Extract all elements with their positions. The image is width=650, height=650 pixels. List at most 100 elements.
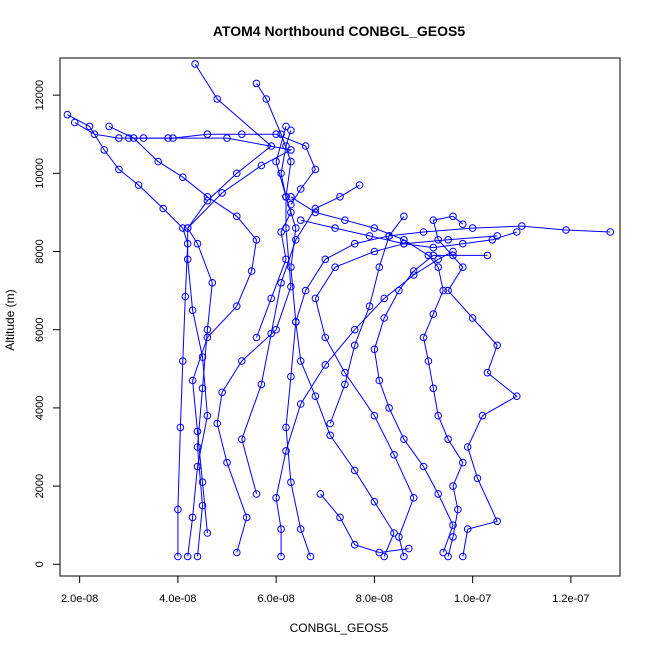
- data-point: [296, 216, 305, 224]
- data-point: [409, 271, 418, 279]
- data-point: [375, 376, 384, 385]
- data-point: [296, 185, 305, 193]
- data-point: [188, 376, 197, 385]
- data-point: [213, 95, 221, 103]
- data-point: [191, 60, 199, 68]
- data-point: [296, 400, 305, 408]
- data-point: [350, 466, 359, 475]
- data-point: [287, 146, 295, 154]
- y-tick-label: 12000: [34, 80, 46, 111]
- data-point: [336, 513, 344, 522]
- data-point: [331, 263, 339, 272]
- data-point: [341, 380, 349, 389]
- chart-title: ATOM4 Northbound CONBGL_GEOS5: [213, 23, 465, 39]
- x-tick-label: 6.0e-08: [257, 593, 294, 605]
- data-point: [513, 228, 521, 236]
- data-point: [419, 228, 428, 236]
- data-point: [252, 79, 261, 88]
- series-5: [292, 222, 615, 561]
- data-point: [306, 552, 315, 561]
- data-point: [449, 521, 457, 530]
- data-point: [370, 411, 379, 420]
- y-axis: 0 2000 4000 6000 8000 10000 12000: [34, 80, 61, 567]
- data-point: [336, 193, 344, 201]
- data-point: [321, 361, 330, 369]
- data-point: [370, 224, 379, 232]
- series-line: [329, 215, 405, 424]
- data-point: [483, 368, 492, 377]
- data-point: [277, 552, 285, 561]
- data-point: [203, 411, 212, 420]
- series-line: [108, 125, 258, 534]
- data-point: [134, 181, 143, 189]
- data-point: [301, 286, 310, 295]
- data-point: [488, 236, 497, 244]
- data-point: [434, 236, 443, 244]
- data-point: [287, 372, 295, 381]
- data-point: [468, 224, 477, 232]
- data-point: [238, 130, 246, 138]
- data-point: [390, 529, 398, 537]
- y-axis-label: Altitude (m): [3, 289, 17, 350]
- data-point: [174, 552, 182, 561]
- data-point: [459, 552, 467, 561]
- data-point: [272, 130, 280, 138]
- data-point: [90, 130, 99, 138]
- data-point: [85, 122, 94, 131]
- data-point: [218, 189, 226, 197]
- data-point: [287, 157, 295, 166]
- data-point: [277, 525, 285, 533]
- data-point: [179, 357, 187, 365]
- data-point: [267, 329, 276, 338]
- data-point: [252, 333, 261, 342]
- data-point: [287, 193, 295, 201]
- data-point: [63, 110, 72, 119]
- series-17: [296, 216, 521, 252]
- data-point: [257, 161, 266, 170]
- data-point: [179, 224, 187, 232]
- series-line: [300, 219, 517, 249]
- data-point: [355, 181, 364, 189]
- data-point: [405, 544, 413, 553]
- data-point: [203, 130, 212, 138]
- data-point: [296, 357, 305, 365]
- data-point: [272, 157, 280, 166]
- data-point: [181, 292, 190, 301]
- series-18: [326, 212, 408, 428]
- data-point: [311, 204, 320, 213]
- data-point: [238, 357, 246, 365]
- data-point: [287, 200, 295, 209]
- data-point: [400, 552, 408, 561]
- data-point: [252, 236, 261, 244]
- series-line: [290, 196, 464, 557]
- data-point: [277, 130, 285, 138]
- x-tick-label: 1.2e-07: [552, 593, 589, 605]
- data-point: [277, 169, 285, 178]
- data-point: [311, 392, 320, 401]
- data-point: [434, 263, 443, 272]
- data-point: [380, 294, 389, 303]
- series-line: [373, 254, 488, 553]
- data-point: [257, 380, 266, 389]
- data-point: [277, 228, 285, 236]
- data-point: [483, 251, 492, 260]
- y-tick-label: 10000: [34, 158, 46, 189]
- y-tick-label: 8000: [34, 239, 46, 263]
- series-9: [370, 251, 492, 557]
- data-point: [203, 325, 212, 334]
- data-point: [350, 325, 359, 334]
- data-point: [395, 533, 403, 541]
- data-point: [444, 552, 452, 561]
- series-line: [256, 130, 292, 338]
- data-point: [434, 255, 443, 264]
- data-point: [365, 232, 374, 240]
- data-point: [179, 173, 187, 181]
- data-point: [233, 212, 241, 221]
- data-point: [518, 222, 526, 230]
- data-point: [493, 517, 502, 526]
- data-point: [311, 165, 320, 174]
- data-point: [203, 529, 212, 537]
- data-point: [188, 513, 197, 522]
- data-point: [267, 294, 276, 303]
